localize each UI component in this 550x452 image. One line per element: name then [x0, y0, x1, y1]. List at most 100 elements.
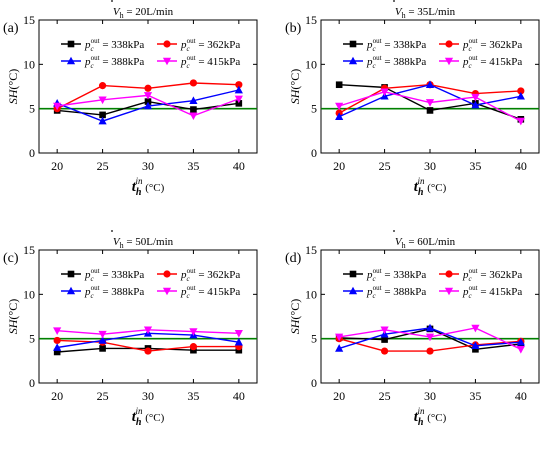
chart-panel-3: (c) Vh = 50L/min 5 10 15 0 20 25 30 35 40 SH(°C) thi… — [3, 230, 258, 428]
data-point — [472, 346, 479, 353]
data-point — [381, 336, 388, 343]
y-tick-label: 5 — [29, 102, 35, 116]
y-axis-label: SH(°C) — [288, 69, 302, 104]
legend-marker — [349, 40, 357, 48]
legend-marker — [66, 286, 76, 295]
x-tick-label: 35 — [187, 159, 199, 173]
data-point — [234, 330, 243, 338]
legend-entry: pcout = 415kPa — [462, 54, 522, 70]
x-tick-label: 20 — [51, 389, 63, 403]
y-axis-label: SH(°C) — [6, 299, 20, 334]
legend-entry: pcout = 362kPa — [462, 267, 522, 283]
legend-marker — [162, 57, 172, 66]
y-axis-label: SH(°C) — [6, 69, 20, 104]
legend-marker — [349, 270, 357, 278]
y-tick-label: 10 — [305, 57, 317, 71]
data-point — [234, 95, 243, 104]
data-point — [189, 343, 198, 351]
y-tick-label: 0 — [311, 146, 317, 160]
data-point — [471, 93, 480, 102]
data-point — [99, 345, 106, 352]
legend-entry: pcout = 362kPa — [180, 37, 240, 53]
y-tick-label: 0 — [29, 146, 35, 160]
chart-panel-1: (a) Vh = 20L/min 5 10 15 0 20 25 30 35 40 SH(°C) thi… — [3, 0, 258, 198]
x-tick-label: 25 — [379, 389, 391, 403]
chart-panel-4: (d) Vh = 60L/min 5 10 15 0 20 25 30 35 40 SH(°C) thi… — [285, 230, 540, 428]
data-point — [234, 85, 243, 94]
x-tick-label: 30 — [424, 389, 436, 403]
x-tick-label: 40 — [515, 159, 527, 173]
x-tick-label: 20 — [333, 159, 345, 173]
y-tick-label: 15 — [23, 13, 35, 27]
legend-entry: pcout = 338kPa — [366, 37, 426, 53]
y-axis-label: SH(°C) — [288, 299, 302, 334]
data-point — [380, 88, 389, 97]
data-point — [516, 117, 525, 126]
legend-marker — [444, 287, 454, 296]
data-point — [143, 326, 153, 335]
data-point — [425, 323, 435, 332]
x-tick-label: 20 — [333, 389, 345, 403]
x-axis-label: thin (°C) — [132, 176, 165, 198]
legend-marker — [348, 286, 358, 295]
data-point — [516, 91, 525, 100]
data-point — [98, 336, 107, 344]
legend-marker — [445, 40, 453, 48]
y-tick-label: 0 — [311, 376, 317, 390]
title-dot — [111, 230, 113, 232]
data-point — [190, 106, 197, 113]
y-tick-label: 15 — [23, 243, 35, 257]
x-tick-label: 35 — [469, 389, 481, 403]
legend-marker — [444, 57, 454, 66]
data-point — [516, 346, 525, 354]
legend-entry: pcout = 338kPa — [366, 267, 426, 283]
x-axis-label: thin (°C) — [414, 406, 447, 428]
data-point — [98, 330, 107, 339]
y-tick-label: 10 — [305, 287, 317, 301]
x-tick-label: 30 — [142, 389, 154, 403]
data-point — [53, 327, 62, 335]
data-point — [144, 347, 152, 355]
x-tick-label: 40 — [515, 389, 527, 403]
x-axis-label: thin (°C) — [132, 406, 165, 428]
data-point — [143, 92, 153, 100]
legend-marker — [66, 56, 76, 65]
legend-marker — [67, 270, 75, 278]
data-point — [516, 337, 525, 346]
data-point — [98, 82, 107, 90]
data-point — [425, 80, 435, 89]
legend-entry: pcout = 415kPa — [462, 284, 522, 300]
data-point — [235, 81, 243, 89]
y-tick-label: 15 — [305, 13, 317, 27]
data-point — [471, 324, 480, 333]
data-point — [144, 98, 152, 105]
data-point — [234, 337, 243, 346]
chart-title: Vh = 50L/min — [113, 236, 174, 250]
legend-marker — [162, 287, 172, 296]
legend-entry: pcout = 362kPa — [462, 37, 522, 53]
x-tick-label: 35 — [187, 389, 199, 403]
panel-label: (b) — [285, 21, 302, 36]
data-point — [380, 347, 389, 355]
title-dot — [111, 0, 113, 2]
x-tick-label: 40 — [233, 389, 245, 403]
data-point — [235, 100, 243, 107]
legend-marker — [163, 270, 171, 278]
title-dot — [393, 0, 395, 2]
data-point — [517, 87, 525, 95]
data-point — [53, 343, 62, 351]
y-tick-label: 5 — [311, 102, 317, 116]
legend-marker — [348, 56, 358, 65]
x-axis-label: thin (°C) — [414, 176, 447, 198]
panel-label: (a) — [3, 21, 19, 36]
data-point — [53, 348, 61, 356]
legend-marker — [445, 270, 453, 278]
legend-marker — [67, 40, 75, 48]
y-tick-label: 5 — [29, 332, 35, 346]
data-point — [335, 102, 344, 111]
chart-title: Vh = 60L/min — [395, 236, 456, 250]
x-tick-label: 30 — [424, 159, 436, 173]
legend-entry: pcout = 415kPa — [180, 54, 240, 70]
x-tick-label: 25 — [379, 159, 391, 173]
